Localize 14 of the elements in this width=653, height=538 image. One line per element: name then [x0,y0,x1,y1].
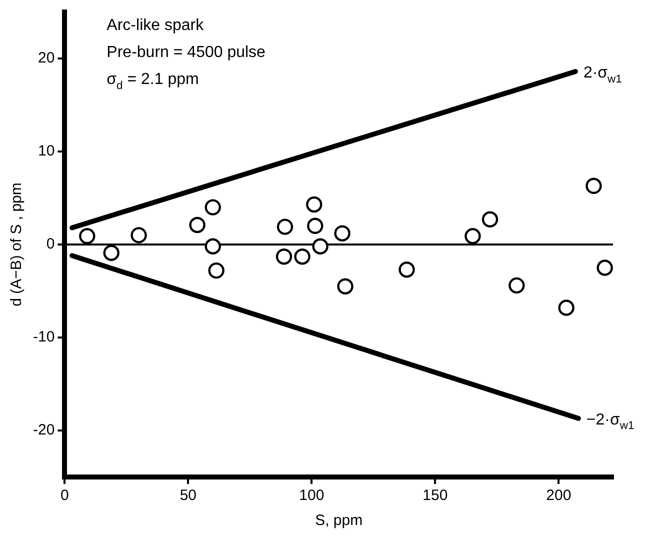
y-tick-label: -20 [32,422,55,439]
annotation: Arc-like spark [106,17,205,34]
x-tick-label: 0 [60,487,69,504]
y-tick-label: 20 [38,50,55,67]
x-tick-label: 50 [180,487,197,504]
annotation: Pre-burn = 4500 pulse [106,44,266,61]
y-tick-label: 0 [46,236,55,253]
x-axis-title: S, ppm [315,512,363,530]
y-tick-label: -10 [32,328,55,346]
x-tick-label: 150 [422,487,448,504]
x-tick-label: 200 [546,487,572,504]
x-tick-label: 100 [299,487,324,504]
y-axis-title: d (A−B) of S , ppm [8,182,26,306]
y-tick-label: 10 [38,142,55,160]
